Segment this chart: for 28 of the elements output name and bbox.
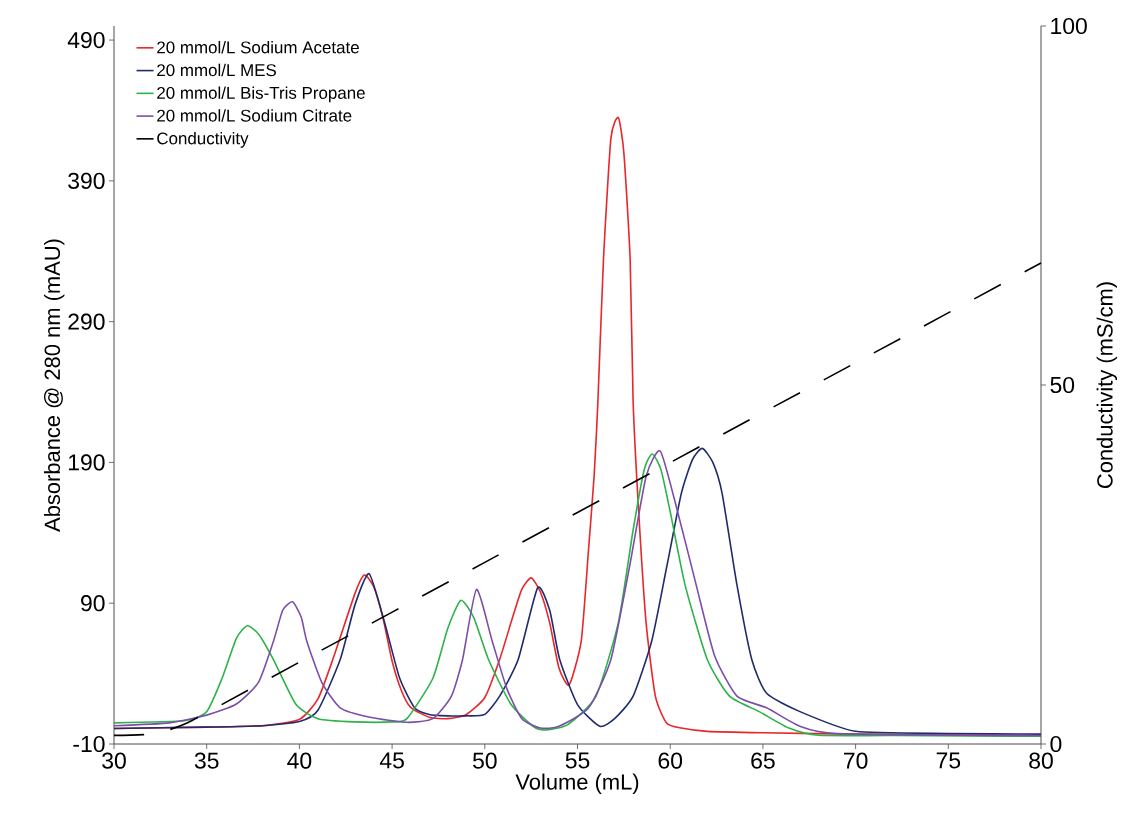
- x-tick-label: 45: [379, 752, 404, 769]
- y-tick-label: 290: [68, 313, 105, 330]
- legend-label: Conductivity: [157, 131, 249, 148]
- x-tick-label: 65: [751, 752, 775, 769]
- y-tick-label: 90: [81, 595, 105, 612]
- x-axis-title: Volume (mL): [515, 773, 639, 794]
- x-tick-label: 40: [287, 752, 312, 769]
- y-tick-label: 390: [68, 172, 105, 189]
- y2-tick-label: 100: [1051, 17, 1087, 35]
- x-tick-label: 55: [565, 752, 590, 769]
- y-tick-label: 190: [69, 454, 105, 471]
- y2-tick-label: 50: [1050, 376, 1075, 394]
- x-tick-label: 50: [472, 752, 497, 769]
- y-tick-label: 490: [67, 31, 105, 49]
- x-tick-label: 35: [194, 752, 219, 769]
- y-axis-title: Absorbance @ 280 nm (mAU): [43, 239, 65, 532]
- x-tick-label: 30: [102, 752, 126, 769]
- y2-tick-label: 0: [1050, 735, 1062, 753]
- x-tick-label: 60: [658, 752, 683, 769]
- y2-axis-title: Conductivity (mS/cm): [1096, 282, 1118, 489]
- legend-label: 20 mmol/L Bis-Tris Propane: [157, 86, 365, 103]
- legend-label: 20 mmol/L MES: [157, 63, 276, 77]
- legend-label: 20 mmol/L Sodium Acetate: [157, 40, 359, 54]
- legend-label: 20 mmol/L Sodium Citrate: [157, 109, 352, 122]
- x-tick-label: 80: [1029, 752, 1053, 769]
- y-tick-label: -10: [73, 735, 105, 753]
- x-tick-label: 70: [844, 752, 868, 769]
- x-tick-label: 75: [936, 752, 961, 769]
